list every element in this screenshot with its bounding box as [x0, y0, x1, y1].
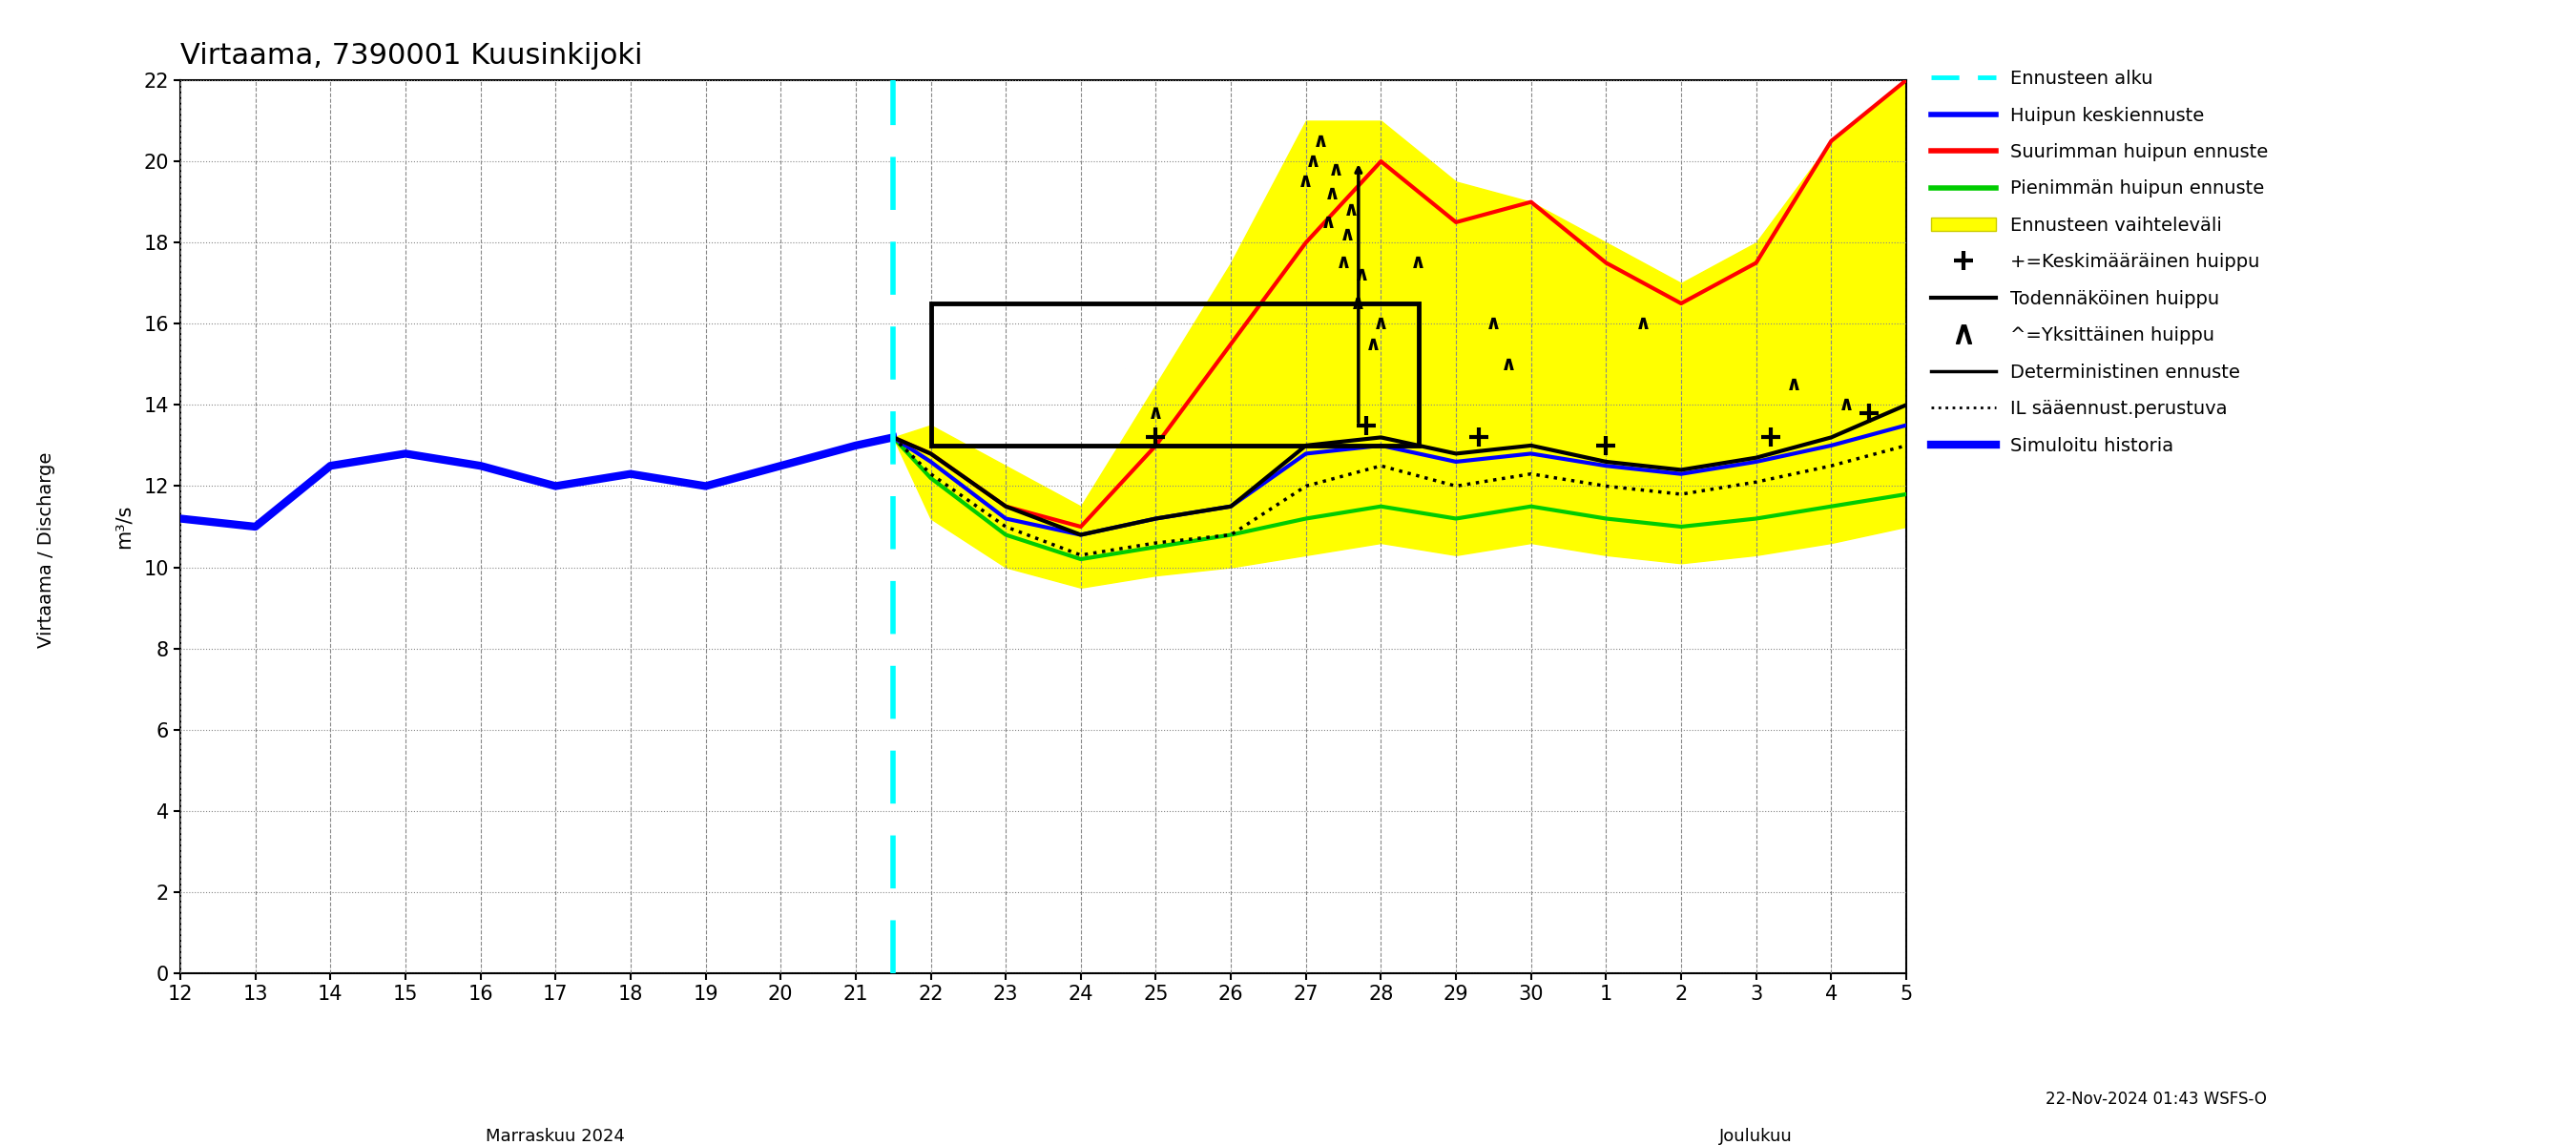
Text: ∧: ∧ — [1355, 266, 1370, 285]
Text: ∧: ∧ — [1486, 314, 1502, 333]
Text: ∧: ∧ — [1324, 184, 1340, 204]
Text: ∧: ∧ — [1306, 152, 1321, 171]
Text: ∧: ∧ — [1342, 200, 1360, 220]
Text: ∧: ∧ — [1149, 403, 1164, 423]
Text: ∧: ∧ — [1321, 213, 1337, 231]
Text: ∧: ∧ — [1350, 294, 1365, 313]
Text: ∧: ∧ — [1365, 334, 1381, 354]
Text: ∧: ∧ — [1785, 376, 1801, 394]
Text: ∧: ∧ — [1636, 314, 1651, 333]
Text: ∧: ∧ — [1839, 395, 1855, 414]
Text: ∧: ∧ — [1298, 172, 1314, 191]
Text: ∧: ∧ — [1327, 160, 1345, 179]
Text: ∧: ∧ — [1412, 253, 1427, 273]
Legend: Ennusteen alku, Huipun keskiennuste, Suurimman huipun ennuste, Pienimmän huipun : Ennusteen alku, Huipun keskiennuste, Suu… — [1924, 62, 2277, 463]
Text: Marraskuu 2024
November: Marraskuu 2024 November — [487, 1128, 626, 1145]
Text: Virtaama, 7390001 Kuusinkijoki: Virtaama, 7390001 Kuusinkijoki — [180, 42, 641, 70]
Text: ∧: ∧ — [1340, 224, 1355, 244]
Text: Virtaama / Discharge: Virtaama / Discharge — [36, 451, 57, 648]
Text: ∧: ∧ — [1334, 253, 1352, 273]
Text: ∧: ∧ — [1499, 355, 1517, 374]
Bar — [930, 303, 1419, 445]
Text: ∧: ∧ — [1373, 314, 1388, 333]
Y-axis label: m³/s: m³/s — [113, 505, 134, 548]
Text: Joulukuu
December: Joulukuu December — [1710, 1128, 1801, 1145]
Text: 22-Nov-2024 01:43 WSFS-O: 22-Nov-2024 01:43 WSFS-O — [2045, 1090, 2267, 1108]
Text: ∧: ∧ — [1314, 132, 1329, 151]
